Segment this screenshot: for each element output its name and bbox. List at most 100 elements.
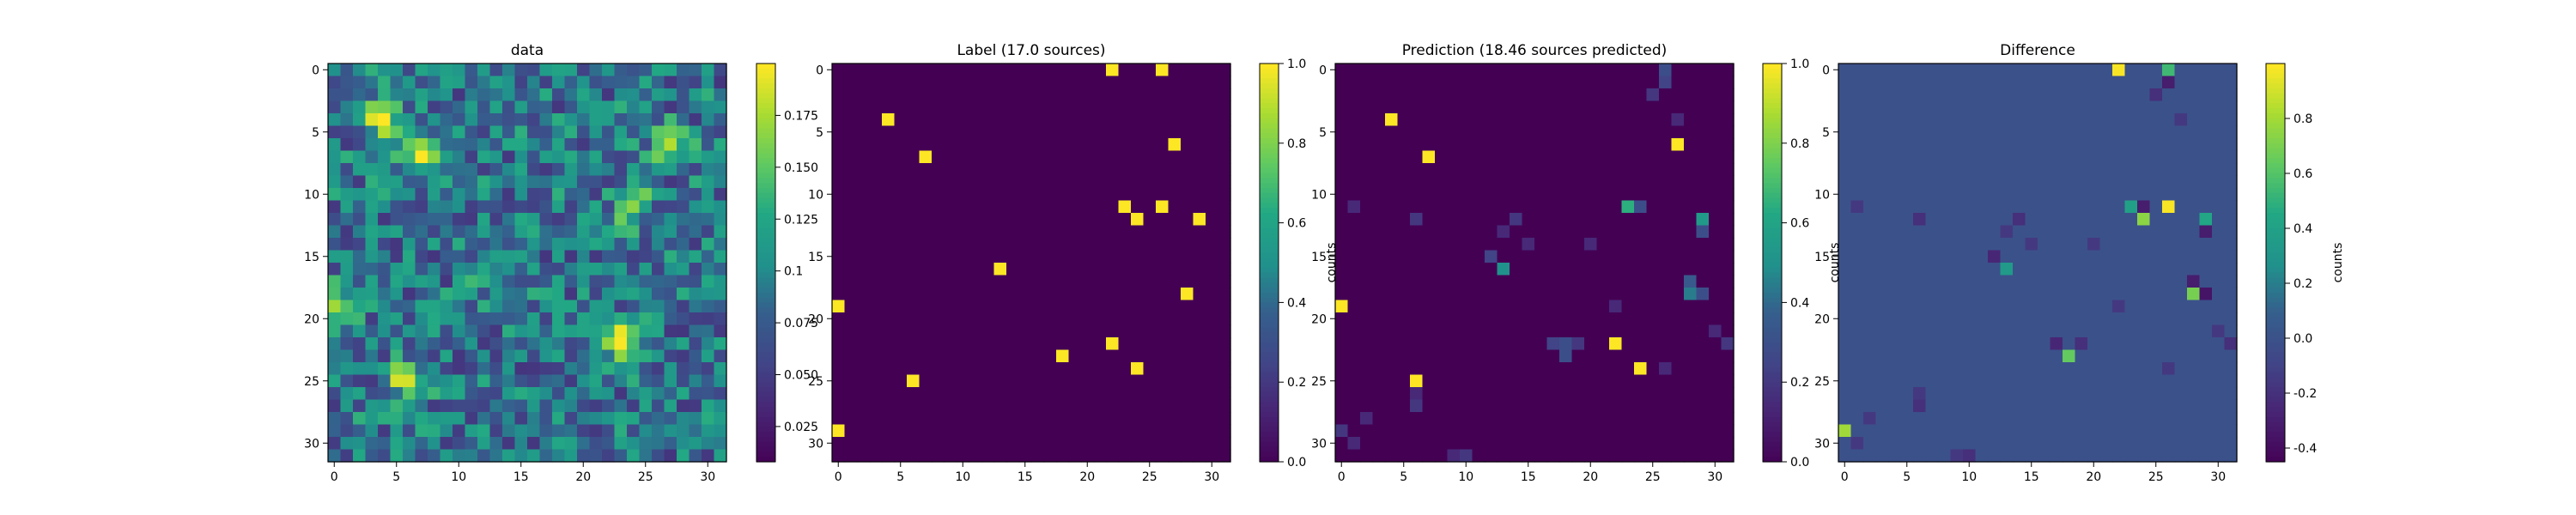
colorbar-segment — [2266, 208, 2285, 214]
heatmap-cell — [1131, 138, 1145, 152]
heatmap-cell — [1385, 175, 1399, 189]
heatmap-cell — [894, 437, 908, 451]
heatmap-cell — [1571, 374, 1585, 388]
heatmap-cell — [2137, 288, 2151, 301]
heatmap-cell — [2087, 225, 2101, 239]
heatmap-cell — [664, 76, 677, 89]
heatmap-cell — [1850, 125, 1864, 139]
heatmap-cell — [907, 424, 920, 438]
heatmap-cell — [1181, 100, 1194, 114]
heatmap-cell — [1372, 288, 1386, 301]
heatmap-cell — [1913, 175, 1927, 189]
heatmap-cell — [993, 263, 1007, 276]
heatmap-cell — [365, 125, 379, 139]
heatmap-cell — [440, 263, 453, 276]
heatmap-cell — [969, 150, 982, 164]
heatmap-cell — [602, 200, 616, 214]
heatmap-cell — [2038, 125, 2051, 139]
heatmap-cell — [353, 324, 367, 338]
heatmap-cell — [1900, 374, 1914, 388]
heatmap-cell — [1634, 449, 1648, 463]
heatmap-cell — [1850, 424, 1864, 438]
heatmap-cell — [527, 225, 541, 239]
colorbar-segment — [1260, 267, 1279, 274]
heatmap-cell — [1081, 213, 1095, 227]
heatmap-cell — [1522, 200, 1535, 214]
heatmap-cell — [365, 288, 379, 301]
heatmap-cell — [1131, 113, 1145, 127]
heatmap-cell — [1485, 150, 1498, 164]
heatmap-cell — [1335, 163, 1349, 177]
heatmap-cell — [714, 175, 727, 189]
heatmap-cell — [477, 88, 491, 102]
heatmap-cell — [1634, 175, 1648, 189]
heatmap-cell — [390, 424, 404, 438]
heatmap-cell — [1335, 175, 1349, 189]
heatmap-cell — [932, 324, 945, 338]
heatmap-cell — [1975, 349, 1989, 363]
colorbar-segment — [1763, 277, 1782, 283]
colorbar-segment — [1763, 258, 1782, 264]
heatmap-cell — [564, 437, 578, 451]
heatmap-cell — [614, 437, 628, 451]
heatmap-cell — [1156, 238, 1170, 251]
heatmap-cell — [1018, 412, 1032, 426]
heatmap-cell — [832, 449, 846, 463]
heatmap-cell — [932, 125, 945, 139]
heatmap-cell — [2075, 424, 2088, 438]
heatmap-cell — [514, 399, 528, 413]
heatmap-cell — [1510, 64, 1523, 77]
heatmap-cell — [453, 374, 466, 388]
heatmap-cell — [477, 113, 491, 127]
y-tick-label: 15 — [1814, 251, 1830, 264]
heatmap-cell — [1218, 100, 1231, 114]
colorbar-segment — [756, 332, 775, 338]
heatmap-cell — [1372, 200, 1386, 214]
heatmap-cell — [1559, 238, 1573, 251]
heatmap-cell — [1584, 437, 1598, 451]
heatmap-cell — [440, 138, 453, 152]
heatmap-cell — [932, 424, 945, 438]
heatmap-cell — [2137, 76, 2151, 89]
heatmap-cell — [1093, 349, 1107, 363]
heatmap-cell — [403, 387, 416, 401]
heatmap-cell — [440, 88, 453, 102]
heatmap-cell — [1447, 362, 1461, 376]
heatmap-cell — [1510, 288, 1523, 301]
heatmap-cell — [944, 288, 957, 301]
heatmap-cell — [702, 387, 715, 401]
heatmap-cell — [2099, 88, 2113, 102]
heatmap-cell — [1875, 175, 1889, 189]
colorbar-segment — [2266, 377, 2285, 383]
heatmap-cell — [1460, 312, 1473, 326]
heatmap-cell — [857, 100, 871, 114]
heatmap-cell — [664, 412, 677, 426]
heatmap-cell — [477, 175, 491, 189]
heatmap-cell — [1218, 399, 1231, 413]
heatmap-cell — [589, 188, 603, 202]
heatmap-cell — [1950, 288, 1964, 301]
heatmap-cell — [1571, 449, 1585, 463]
colorbar-segment — [2266, 432, 2285, 438]
heatmap-cell — [2038, 213, 2051, 227]
heatmap-cell — [1397, 337, 1411, 351]
heatmap-cell — [1988, 238, 2002, 251]
heatmap-cell — [2174, 324, 2188, 338]
y-tick-label: 20 — [1814, 312, 1830, 326]
heatmap-cell — [1888, 399, 1902, 413]
heatmap-cell — [1397, 125, 1411, 139]
heatmap-cell — [403, 163, 416, 177]
heatmap-cell — [1559, 100, 1573, 114]
heatmap-cell — [2050, 312, 2063, 326]
heatmap-cell — [1106, 100, 1120, 114]
heatmap-cell — [1168, 437, 1182, 451]
heatmap-cell — [932, 200, 945, 214]
heatmap-cell — [2212, 424, 2226, 438]
heatmap-cell — [844, 138, 858, 152]
heatmap-cell — [2224, 113, 2238, 127]
heatmap-cell — [1875, 138, 1889, 152]
colorbar-segment — [756, 78, 775, 84]
heatmap-cell — [1335, 64, 1349, 77]
heatmap-cell — [1534, 76, 1548, 89]
colorbar-segment — [1260, 312, 1279, 318]
